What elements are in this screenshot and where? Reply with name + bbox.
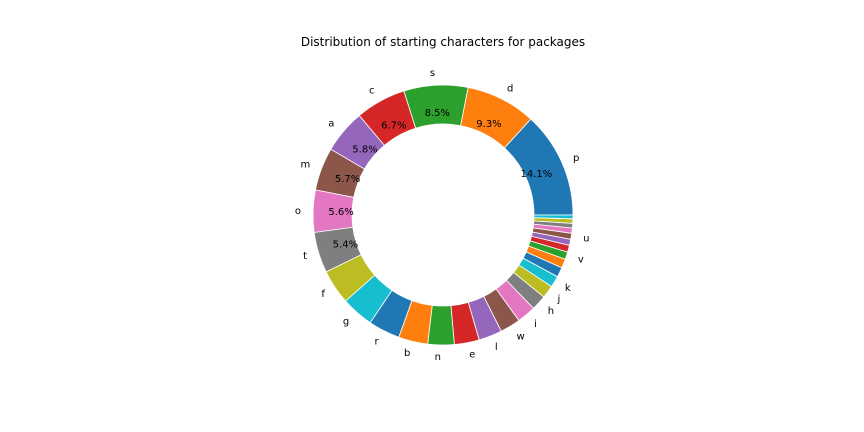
slice-label-f: f [321, 289, 325, 300]
slice-label-v: v [578, 254, 584, 265]
slice-label-o: o [295, 206, 301, 217]
slice-label-n: n [435, 352, 441, 363]
pct-label-p: 14.1% [520, 169, 552, 180]
pct-label-c: 6.7% [381, 121, 406, 132]
pct-label-t: 5.4% [333, 240, 358, 251]
slice-label-u: u [583, 233, 589, 244]
slice-label-j: j [557, 294, 561, 305]
slice-n [427, 304, 455, 346]
slice-label-w: w [517, 331, 525, 342]
pct-label-s: 8.5% [425, 108, 450, 119]
slice-label-c: c [369, 86, 375, 97]
slice-label-d: d [507, 83, 513, 94]
slice-group [312, 84, 574, 346]
pct-label-d: 9.3% [476, 119, 501, 130]
slice-label-k: k [565, 283, 571, 294]
pct-label-a: 5.8% [352, 144, 377, 155]
slice-label-m: m [300, 160, 310, 171]
label-group: p 14.1% d 9.3% s 8.5% c 6.7% a 5.8% m 5.7% o 5.6% t 5.4… [295, 68, 589, 363]
slice-label-t: t [303, 251, 307, 262]
slice-label-b: b [404, 348, 410, 359]
slice-label-a: a [328, 119, 334, 130]
pct-label-m: 5.7% [335, 174, 360, 185]
slice-label-h: h [548, 306, 554, 317]
pct-label-o: 5.6% [328, 207, 353, 218]
slice-label-p: p [573, 153, 579, 164]
slice-label-l: l [495, 342, 498, 353]
slice-label-s: s [430, 68, 435, 79]
slice-label-r: r [374, 337, 379, 348]
slice-label-g: g [343, 317, 349, 328]
slice-minor-29 [533, 214, 574, 220]
slice-label-i: i [534, 319, 537, 330]
chart-title: Distribution of starting characters for … [301, 35, 585, 49]
slice-label-e: e [469, 350, 475, 361]
